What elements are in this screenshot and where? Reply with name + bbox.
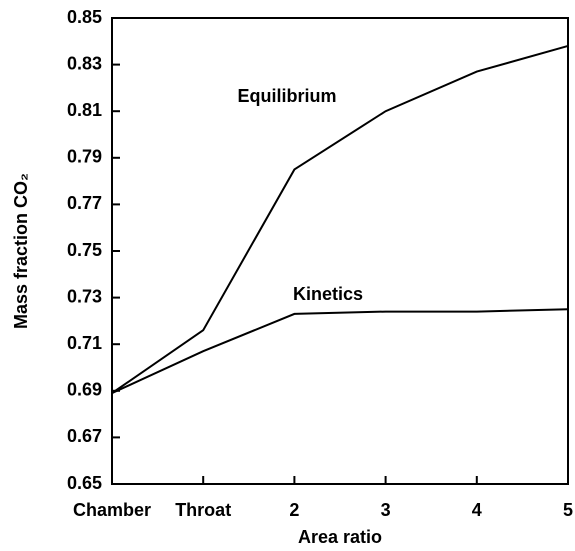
x-axis-title: Area ratio (298, 527, 382, 547)
x-tick-label: Throat (175, 500, 231, 520)
series-label: Kinetics (293, 284, 363, 304)
y-tick-label: 0.77 (67, 193, 102, 213)
x-tick-label: 3 (381, 500, 391, 520)
y-tick-label: 0.83 (67, 53, 102, 73)
y-tick-label: 0.75 (67, 240, 102, 260)
series-label: Equilibrium (238, 86, 337, 106)
y-tick-label: 0.71 (67, 333, 102, 353)
series-line (111, 308, 569, 395)
y-tick-label: 0.81 (67, 100, 102, 120)
y-tick-label: 0.69 (67, 380, 102, 400)
x-tick-label: 5 (563, 500, 573, 520)
x-tick-label: Chamber (73, 500, 151, 520)
y-tick-label: 0.79 (67, 147, 102, 167)
y-axis-title: Mass fraction CO₂ (11, 173, 31, 329)
y-tick-label: 0.85 (67, 7, 102, 27)
x-tick-label: 2 (289, 500, 299, 520)
plot-frame (111, 17, 569, 485)
y-tick-label: 0.65 (67, 473, 102, 493)
x-tick-label: 4 (472, 500, 482, 520)
y-tick-label: 0.67 (67, 426, 102, 446)
series-line (111, 44, 569, 394)
y-tick-label: 0.73 (67, 286, 102, 306)
